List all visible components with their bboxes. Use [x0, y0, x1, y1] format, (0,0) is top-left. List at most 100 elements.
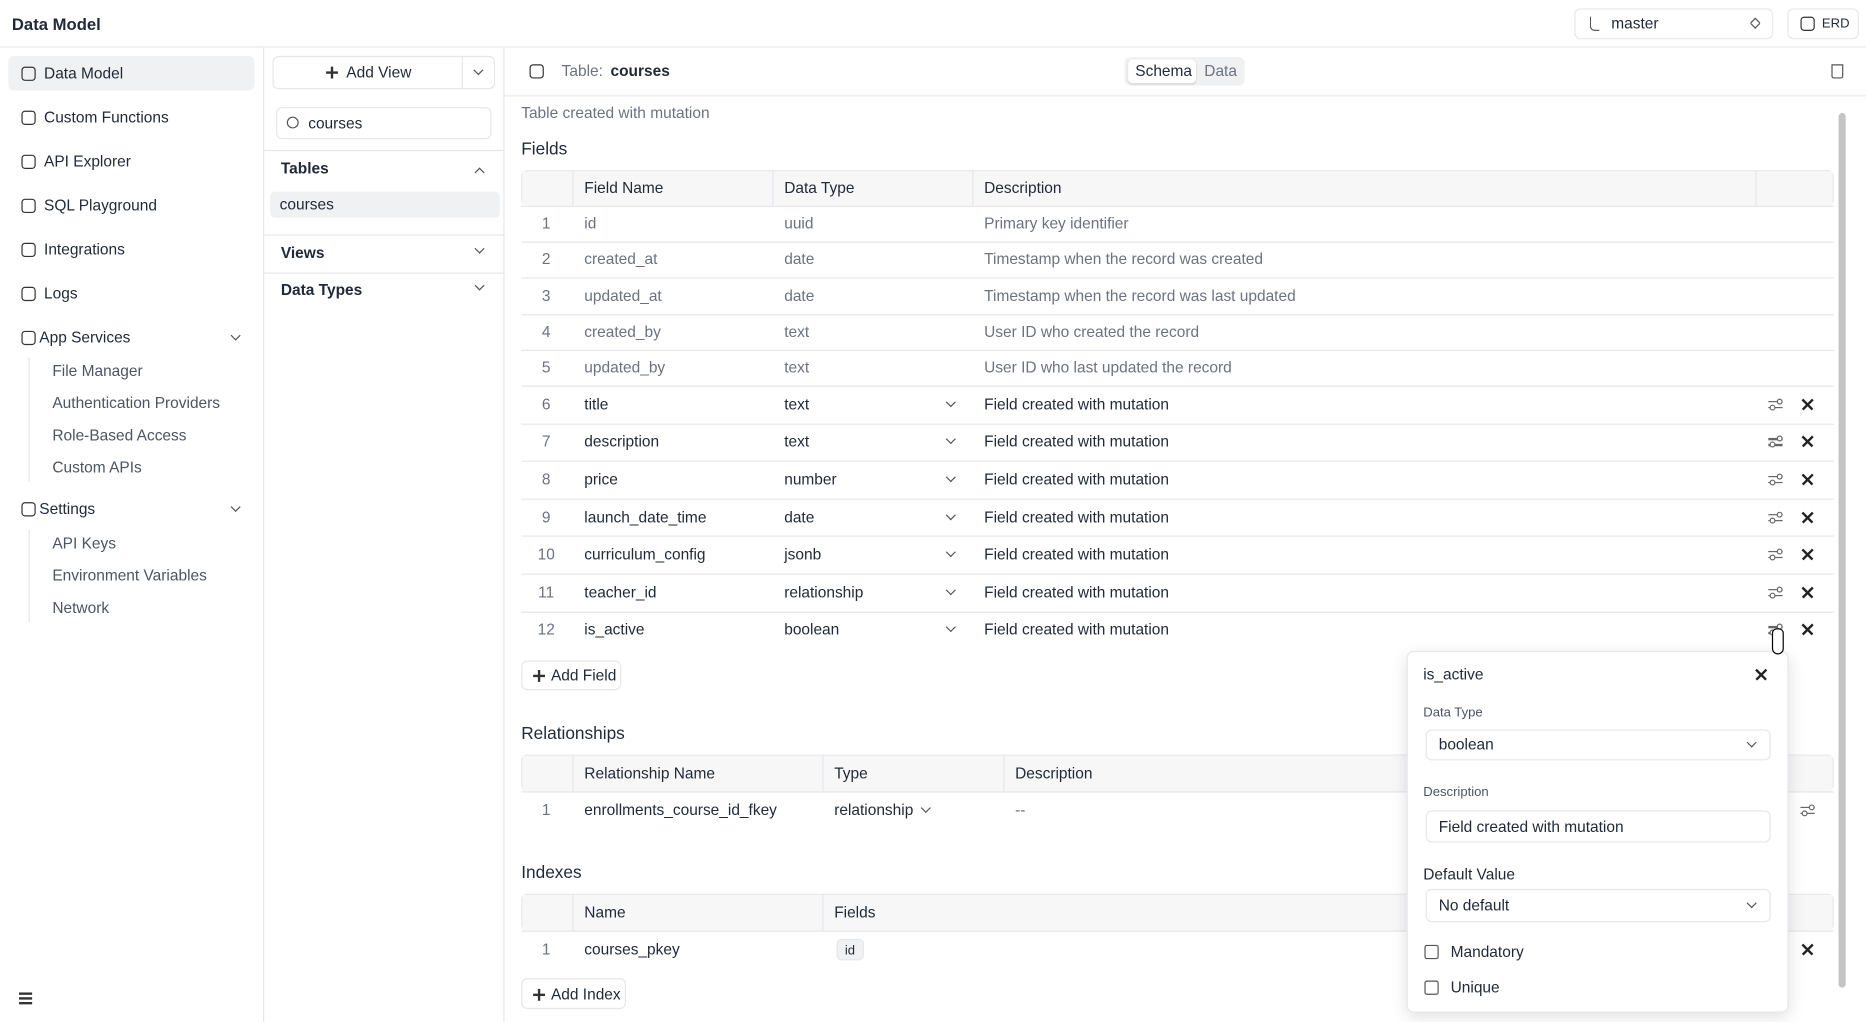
row-number: 11 [538, 582, 555, 601]
nav-item[interactable]: Integrations [44, 240, 125, 259]
row-line [521, 241, 1834, 243]
nav-subitem[interactable]: File Manager [52, 361, 143, 380]
close-icon[interactable] [1800, 510, 1814, 524]
chevron-icon [945, 547, 956, 558]
divider [264, 272, 505, 274]
field-description: Field created with mutation [984, 582, 1170, 601]
field-type: uuid [784, 214, 814, 233]
slider [1800, 806, 1815, 808]
erd-button[interactable]: ERD [1787, 8, 1859, 40]
settings-icon[interactable] [1768, 436, 1783, 448]
close-icon[interactable] [1800, 942, 1814, 956]
plus-icon [533, 669, 546, 682]
field-type[interactable]: number [784, 470, 837, 488]
nav-group[interactable]: App Services [39, 328, 131, 347]
field-description: Field created with mutation [984, 432, 1170, 451]
input-value: Field created with mutation [1438, 817, 1624, 836]
row-number: 3 [541, 286, 551, 305]
nav-subitem[interactable]: Environment Variables [52, 566, 207, 585]
close-icon[interactable] [1800, 548, 1814, 562]
delete-icon[interactable] [1831, 64, 1844, 79]
nav-item[interactable]: Logs [44, 284, 78, 303]
nav-icon [21, 502, 36, 517]
row-number: 7 [541, 432, 551, 451]
table-item[interactable]: courses [279, 195, 334, 214]
settings-icon[interactable] [1768, 548, 1783, 561]
close-icon[interactable] [1754, 668, 1768, 682]
field-type[interactable]: text [784, 432, 810, 451]
checkbox[interactable] [1424, 980, 1439, 995]
table-name: courses [610, 61, 670, 80]
nav-subitem[interactable]: API Keys [52, 534, 116, 553]
tab[interactable]: Data [1204, 61, 1237, 80]
settings-icon[interactable] [1768, 511, 1783, 524]
select-value: boolean [1438, 735, 1494, 754]
row-number: 1 [541, 214, 551, 233]
settings-icon[interactable] [1768, 473, 1783, 486]
row-number: 2 [541, 250, 551, 269]
checkbox[interactable] [1424, 944, 1439, 960]
description-input[interactable]: Field created with mutation [1425, 810, 1771, 843]
nav-item[interactable]: Custom Functions [44, 108, 169, 127]
close-icon[interactable] [1800, 397, 1814, 411]
tab-active [1128, 59, 1196, 84]
relationship-name: enrollments_course_id_fkey [584, 800, 777, 819]
close-icon[interactable] [1800, 585, 1814, 599]
nav-item[interactable]: Data Model [44, 64, 124, 83]
search-input[interactable]: courses [276, 107, 492, 140]
menu-icon [19, 997, 33, 1000]
relationship-type[interactable]: relationship [834, 800, 914, 819]
nav-subitem[interactable]: Role-Based Access [52, 426, 187, 444]
knob [1776, 473, 1783, 480]
add-index-button[interactable]: Add Index [521, 978, 626, 1010]
field-description: Field created with mutation [984, 620, 1170, 639]
tab[interactable]: Schema [1135, 61, 1193, 80]
nav-subitem[interactable]: Custom APIs [52, 458, 142, 477]
plus-icon [326, 66, 338, 79]
row-line [521, 385, 1834, 387]
settings-icon[interactable] [1768, 586, 1783, 599]
knob [1776, 511, 1783, 518]
settings-icon[interactable] [1768, 398, 1783, 411]
divider [264, 149, 505, 152]
nav-subitem[interactable]: Network [52, 598, 110, 617]
nav-subitem[interactable]: Authentication Providers [52, 393, 221, 412]
section-header[interactable]: Tables [280, 159, 329, 178]
row-number: 4 [541, 322, 551, 340]
field-type[interactable]: boolean [784, 620, 840, 639]
field-name: created_at [584, 250, 658, 269]
field-name: description [584, 432, 660, 451]
slider [1768, 513, 1783, 516]
plus-stroke [331, 66, 333, 79]
row-line [521, 573, 1834, 575]
table-label: Table: [561, 61, 603, 80]
nav-icon [21, 66, 36, 81]
default-select[interactable]: No default [1425, 888, 1771, 923]
add-view-button[interactable]: Add View [272, 55, 496, 90]
nav-item[interactable]: API Explorer [44, 152, 131, 171]
index-field-chip: id [836, 938, 864, 960]
close-icon[interactable] [1800, 623, 1814, 637]
column-header: Field Name [584, 178, 664, 197]
nav-group[interactable]: Settings [39, 499, 96, 518]
field-type[interactable]: text [784, 394, 810, 413]
column-header: Name [584, 902, 626, 921]
field-type[interactable]: date [784, 507, 815, 526]
popover-title: is_active [1423, 665, 1484, 684]
slider [1768, 594, 1783, 597]
knob [1801, 809, 1808, 816]
branch-select[interactable]: master [1574, 8, 1774, 40]
field-type[interactable]: jsonb [784, 545, 822, 564]
close-icon[interactable] [1800, 435, 1814, 449]
add-field-button[interactable]: Add Field [521, 660, 622, 691]
field-name: is_active [584, 620, 645, 639]
field-description: Field created with mutation [984, 507, 1170, 526]
section-header[interactable]: Data Types [280, 280, 363, 299]
close-icon[interactable] [1800, 472, 1814, 486]
data-type-select[interactable]: boolean [1425, 729, 1771, 761]
section-header[interactable]: Views [280, 243, 325, 262]
field-type[interactable]: relationship [784, 582, 864, 601]
col-line [1755, 170, 1757, 206]
settings-icon[interactable] [1800, 803, 1815, 816]
nav-item[interactable]: SQL Playground [44, 196, 157, 215]
